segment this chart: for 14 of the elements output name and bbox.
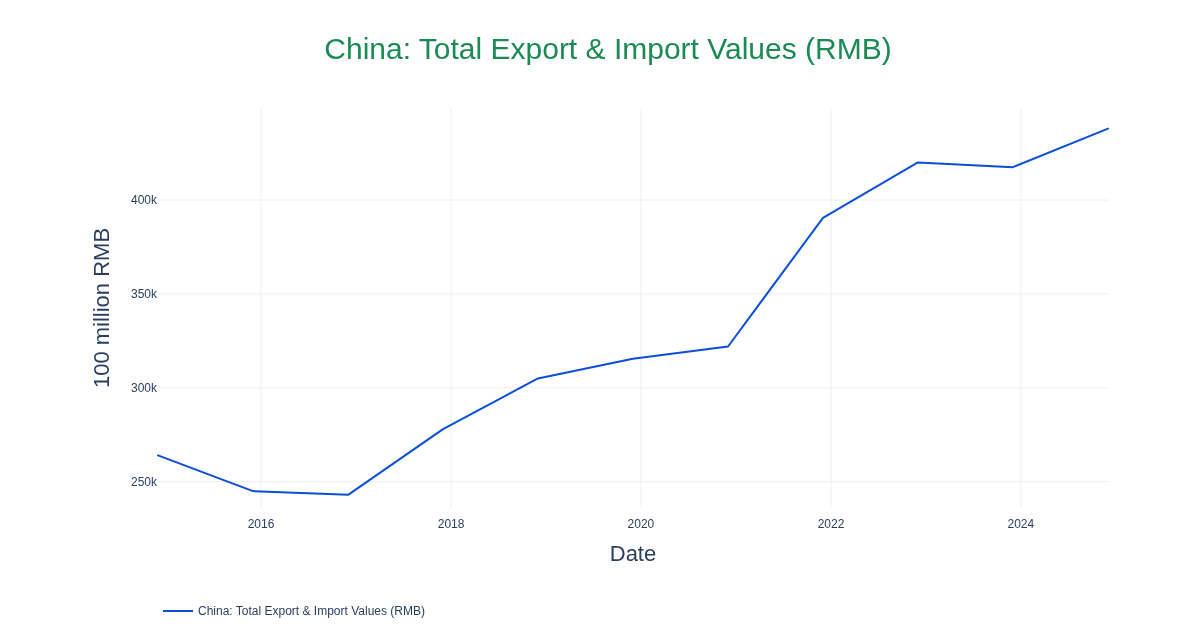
line-series [157, 127, 1109, 496]
x-tick-label: 2022 [817, 517, 845, 531]
legend-label: China: Total Export & Import Values (RMB) [198, 604, 425, 618]
x-tick-label: 2016 [247, 517, 275, 531]
y-axis-title: 100 million RMB [89, 227, 114, 389]
y-tick-label: 300k [130, 380, 158, 395]
x-tick-label: 2018 [437, 517, 465, 531]
chart-title: China: Total Export & Import Values (RMB) [324, 32, 892, 65]
y-tick-label: 350k [130, 286, 158, 301]
x-axis-title: Date [609, 541, 657, 566]
y-tick-label: 400k [130, 193, 158, 208]
y-tick-label: 250k [130, 474, 158, 489]
x-tick-label: 2020 [627, 517, 655, 531]
x-tick-label: 2024 [1007, 517, 1035, 531]
